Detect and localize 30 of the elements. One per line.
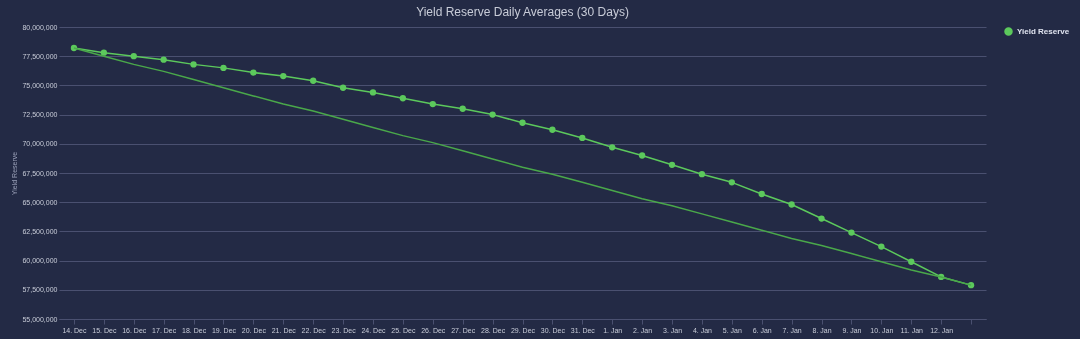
- point: [638, 152, 646, 159]
- point: [369, 89, 377, 96]
- point: [399, 95, 407, 102]
- point: [489, 111, 496, 118]
- point: [160, 56, 167, 63]
- point: [788, 201, 795, 208]
- point: [549, 126, 556, 133]
- point: [130, 53, 137, 60]
- point: [728, 179, 735, 186]
- chart-title: Yield Reserve Daily Averages (30 Days): [416, 5, 629, 19]
- point: [459, 105, 466, 112]
- point: [908, 258, 915, 265]
- point: [519, 119, 526, 126]
- point: [878, 243, 885, 250]
- point: [848, 229, 855, 236]
- point: [818, 215, 825, 222]
- legend-label: Yield Reserve: [1017, 26, 1070, 36]
- point: [579, 134, 586, 142]
- point: [280, 72, 287, 80]
- point: [339, 84, 347, 91]
- point: [310, 77, 317, 84]
- point: [698, 171, 706, 178]
- point: [668, 161, 676, 168]
- point: [100, 49, 108, 56]
- point: [250, 69, 257, 76]
- point: [758, 190, 765, 198]
- point: [429, 100, 436, 108]
- point: [609, 144, 616, 151]
- point: [220, 64, 227, 72]
- point: [190, 61, 197, 68]
